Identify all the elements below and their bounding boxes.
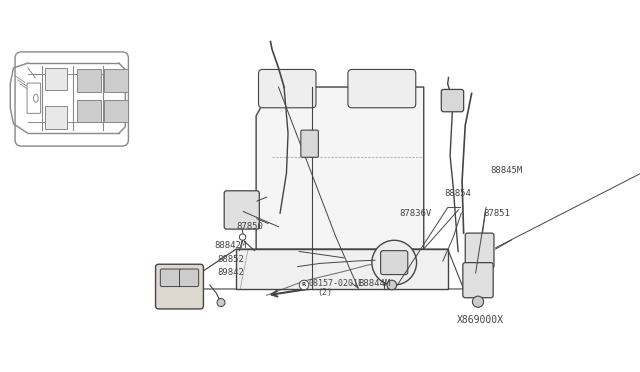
Text: 88842M: 88842M [214, 241, 247, 250]
Polygon shape [236, 249, 448, 289]
Text: 88854: 88854 [445, 189, 472, 198]
Bar [104, 100, 129, 122]
Text: 08157-0201E: 08157-0201E [309, 279, 364, 288]
Text: R: R [302, 282, 306, 288]
Ellipse shape [33, 94, 38, 102]
Circle shape [217, 299, 225, 307]
Circle shape [300, 280, 309, 290]
Text: X869000X: X869000X [456, 315, 504, 325]
Text: (2): (2) [317, 288, 333, 298]
FancyBboxPatch shape [301, 130, 318, 157]
Text: 89842: 89842 [218, 268, 244, 277]
Circle shape [472, 296, 484, 307]
Text: 88844M: 88844M [358, 279, 390, 288]
Bar [77, 70, 101, 92]
FancyBboxPatch shape [259, 70, 316, 108]
FancyBboxPatch shape [156, 264, 204, 309]
Bar [104, 70, 129, 92]
FancyBboxPatch shape [27, 83, 40, 113]
FancyBboxPatch shape [15, 52, 129, 146]
FancyBboxPatch shape [463, 263, 493, 298]
Polygon shape [256, 87, 424, 249]
FancyBboxPatch shape [179, 269, 198, 286]
Bar [45, 68, 67, 90]
Circle shape [372, 240, 417, 285]
Circle shape [387, 280, 397, 290]
FancyBboxPatch shape [442, 89, 463, 112]
FancyBboxPatch shape [161, 269, 181, 286]
FancyBboxPatch shape [348, 70, 416, 108]
Text: 88852: 88852 [218, 255, 244, 264]
FancyBboxPatch shape [224, 191, 259, 229]
Circle shape [239, 234, 246, 240]
Text: 87851: 87851 [484, 209, 511, 218]
Text: 87836V: 87836V [400, 209, 432, 218]
FancyBboxPatch shape [465, 233, 494, 268]
Text: 88845M: 88845M [491, 166, 523, 175]
Text: 87850: 87850 [236, 222, 263, 231]
Bar [45, 106, 67, 129]
Bar [77, 100, 101, 122]
FancyBboxPatch shape [381, 251, 408, 275]
